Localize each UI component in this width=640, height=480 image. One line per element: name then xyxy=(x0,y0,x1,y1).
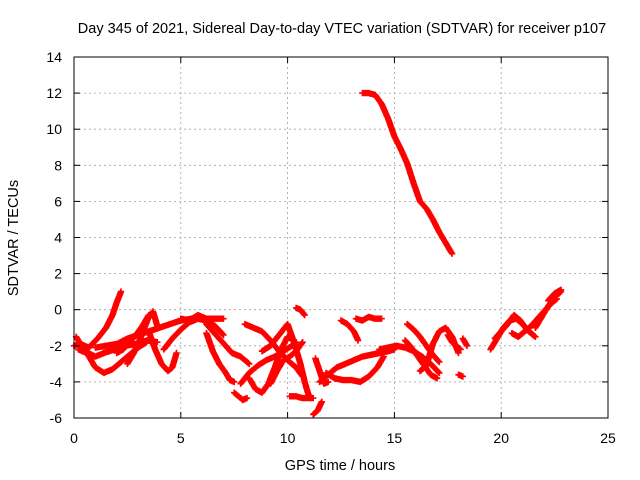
data-point-markers xyxy=(310,398,325,418)
series-arc-26 xyxy=(359,89,456,257)
data-point-markers xyxy=(359,89,456,257)
x-tick-label: 10 xyxy=(280,430,296,446)
y-axis-label: SDTVAR / TECUs xyxy=(6,180,22,296)
data-marks xyxy=(70,89,565,418)
y-tick-label: -4 xyxy=(50,374,63,390)
series-arc-07 xyxy=(145,328,180,375)
series-arc-06 xyxy=(124,308,161,368)
data-point-markers xyxy=(545,286,565,304)
data-point-markers xyxy=(267,339,306,387)
data-point-markers xyxy=(292,304,308,319)
data-point-markers xyxy=(322,353,387,386)
series-arc-25 xyxy=(352,313,385,324)
series-arc-20 xyxy=(310,398,325,418)
series-arc-10 xyxy=(203,320,253,368)
series-arc-35 xyxy=(491,311,537,342)
data-point-markers xyxy=(231,389,251,404)
series-arc-18 xyxy=(286,393,317,402)
x-tick-label: 5 xyxy=(177,430,185,446)
data-point-markers xyxy=(286,393,317,402)
y-tick-label: 10 xyxy=(46,121,62,137)
x-tick-label: 15 xyxy=(387,430,403,446)
y-tick-label: 14 xyxy=(46,49,62,65)
x-tick-label: 20 xyxy=(493,430,509,446)
series-arc-19 xyxy=(292,304,308,319)
data-point-markers xyxy=(416,324,462,375)
data-point-markers xyxy=(444,331,464,353)
plot-frame xyxy=(73,56,609,419)
y-tick-label: 4 xyxy=(54,230,62,246)
data-point-markers xyxy=(337,317,362,344)
series-arc-31 xyxy=(444,331,464,353)
axes-layer: 0 5 10 15 20 25 -6 -4 -2 0 2 4 6 8 10 12 14 xyxy=(46,49,616,446)
series-arc-23 xyxy=(322,353,387,386)
y-tick-label: -2 xyxy=(50,338,63,354)
y-tick-label: 2 xyxy=(54,266,62,282)
data-point-markers xyxy=(203,320,253,368)
data-point-markers xyxy=(124,308,161,368)
series-arc-30 xyxy=(416,324,462,375)
data-point-markers xyxy=(459,335,471,349)
series-arc-24 xyxy=(337,317,362,344)
x-tick-label: 25 xyxy=(600,430,616,446)
y-tick-label: 6 xyxy=(54,193,62,209)
data-point-markers xyxy=(455,371,466,380)
y-tick-label: -6 xyxy=(50,410,63,426)
series-arc-09 xyxy=(177,311,227,324)
y-tick-label: 12 xyxy=(46,85,62,101)
y-tick-label: 0 xyxy=(54,302,62,318)
series-arc-33 xyxy=(455,371,466,380)
data-point-markers xyxy=(177,311,227,324)
x-axis-label: GPS time / hours xyxy=(285,458,395,474)
y-tick-label: 8 xyxy=(54,157,62,173)
chart-title: Day 345 of 2021, Sidereal Day-to-day VTE… xyxy=(78,21,606,37)
data-point-markers xyxy=(203,330,238,386)
data-point-markers xyxy=(352,313,385,324)
data-point-markers xyxy=(145,328,180,375)
series-arc-12 xyxy=(231,389,251,404)
data-point-markers xyxy=(491,311,537,342)
x-tick-label: 0 xyxy=(70,430,78,446)
series-arc-38 xyxy=(545,286,565,304)
series-arc-32 xyxy=(459,335,471,349)
series-arc-11 xyxy=(203,330,238,386)
series-arc-17 xyxy=(267,339,306,387)
